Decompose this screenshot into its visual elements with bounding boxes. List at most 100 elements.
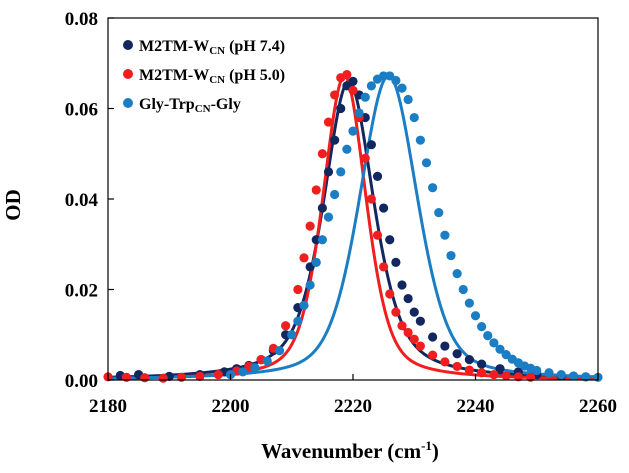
data-point-series-2: [366, 81, 376, 91]
data-point-series-2: [532, 365, 542, 376]
data-point-series-2: [568, 371, 579, 381]
data-point-series-0: [428, 332, 438, 342]
data-point-series-2: [238, 367, 248, 377]
data-point-series-2: [354, 108, 364, 118]
data-point-series-1: [372, 230, 383, 240]
data-point-series-1: [281, 321, 291, 331]
y-tick-label: 0.04: [65, 190, 99, 211]
data-point-series-2: [458, 284, 468, 295]
data-point-series-1: [213, 369, 223, 380]
data-point-series-2: [483, 331, 493, 341]
data-point-series-2: [477, 322, 487, 332]
data-point-series-2: [336, 167, 346, 177]
data-point-series-1: [330, 90, 340, 100]
data-point-series-1: [140, 373, 150, 383]
legend-entry-2: Gly-TrpCN-Gly: [123, 96, 241, 115]
data-point-series-2: [434, 207, 444, 218]
data-points: [103, 69, 603, 383]
data-point-series-0: [397, 280, 407, 290]
data-point-series-1: [317, 149, 327, 159]
data-point-series-0: [403, 293, 413, 304]
data-point-series-1: [385, 289, 395, 299]
data-point-series-2: [342, 144, 352, 154]
data-point-series-0: [385, 235, 395, 245]
data-point-series-0: [317, 203, 327, 213]
data-point-series-2: [489, 338, 499, 348]
data-point-series-1: [323, 117, 334, 127]
legend-label-2: Gly-TrpCN-Gly: [139, 96, 241, 115]
legend-entry-1: M2TM-WCN (pH 5.0): [123, 67, 285, 86]
data-point-series-2: [556, 369, 566, 380]
data-point-series-0: [477, 359, 487, 369]
data-point-series-1: [293, 284, 303, 295]
legend-marker-1: [123, 69, 133, 79]
data-point-series-2: [323, 212, 334, 222]
data-point-series-1: [360, 153, 370, 163]
data-point-series-1: [464, 365, 474, 375]
data-point-series-1: [348, 85, 358, 95]
fit-curves: [107, 74, 599, 381]
data-point-series-1: [195, 371, 205, 381]
x-axis-label-sup: -1: [421, 438, 432, 453]
x-tick-label: 2260: [579, 396, 617, 417]
data-point-series-2: [470, 311, 481, 321]
data-point-series-1: [477, 368, 487, 378]
axes: [107, 17, 599, 381]
data-point-series-2: [348, 126, 358, 136]
data-point-series-1: [299, 253, 309, 263]
data-point-series-0: [372, 171, 383, 181]
data-point-series-0: [464, 355, 474, 365]
data-point-series-1: [366, 194, 376, 204]
x-axis-label: Wavenumber (cm-1): [261, 438, 439, 463]
data-point-series-2: [317, 235, 327, 245]
data-point-series-2: [440, 230, 450, 240]
data-point-series-2: [452, 269, 462, 279]
data-point-series-0: [336, 103, 346, 114]
y-tick-label: 0.00: [65, 371, 98, 392]
data-point-series-2: [544, 368, 554, 378]
x-tick-label: 2180: [89, 396, 127, 417]
data-point-series-1: [305, 221, 315, 231]
data-point-series-2: [360, 92, 370, 102]
data-point-series-0: [415, 316, 425, 326]
data-point-series-0: [379, 203, 389, 213]
data-point-series-2: [397, 83, 407, 93]
data-point-series-0: [323, 167, 334, 177]
data-point-series-0: [391, 257, 401, 267]
data-point-series-2: [391, 75, 401, 86]
data-point-series-1: [158, 373, 168, 383]
legend-entry-0: M2TM-WCN (pH 7.4): [123, 38, 285, 57]
data-point-series-2: [495, 344, 505, 354]
data-point-series-2: [409, 112, 419, 123]
data-point-series-1: [452, 361, 462, 372]
data-point-series-2: [330, 189, 340, 200]
data-point-series-2: [428, 183, 438, 193]
data-point-series-1: [415, 341, 425, 351]
data-point-series-2: [446, 250, 456, 261]
x-axis-label-main: Wavenumber (cm: [261, 439, 422, 463]
x-tick-label: 2240: [457, 396, 495, 417]
data-point-series-2: [287, 330, 297, 340]
legend-label-1: M2TM-WCN (pH 5.0): [139, 67, 285, 86]
data-point-series-2: [305, 280, 315, 290]
legend: M2TM-WCN (pH 7.4) M2TM-WCN (pH 5.0) Gly-…: [123, 38, 285, 115]
data-point-series-0: [348, 76, 358, 86]
data-point-series-1: [379, 262, 389, 272]
legend-marker-0: [123, 40, 133, 50]
x-tick-label: 2220: [334, 396, 372, 417]
data-point-series-2: [581, 372, 591, 382]
data-point-series-1: [489, 369, 499, 380]
data-point-series-2: [299, 300, 309, 310]
fit-curve-series-2: [107, 74, 599, 380]
data-point-series-2: [311, 257, 321, 267]
data-point-series-1: [397, 321, 407, 331]
y-tick-label: 0.08: [65, 9, 98, 30]
data-point-series-2: [250, 363, 260, 373]
data-point-series-0: [495, 364, 505, 374]
data-point-series-1: [311, 185, 321, 195]
tick-labels: 2180 2200 2220 2240 2260 0.00 0.02 0.04 0.06 0.08: [65, 9, 617, 417]
data-point-series-1: [391, 307, 401, 317]
y-tick-label: 0.06: [65, 100, 98, 121]
data-point-series-1: [440, 357, 450, 367]
